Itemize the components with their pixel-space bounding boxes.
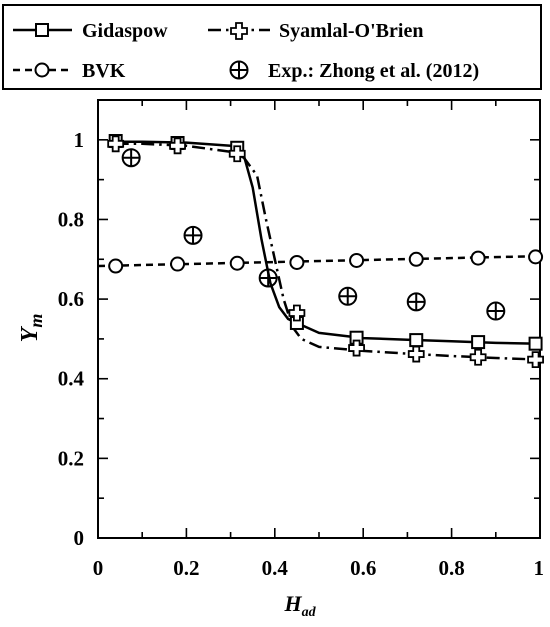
- x-tick-label: 0.6: [350, 556, 376, 580]
- data-point-syamlal-o-brien: [469, 348, 487, 366]
- marker-plus: [169, 137, 186, 155]
- x-tick-label: 1: [534, 556, 545, 580]
- legend-label-syamlal: Syamlal-O'Brien: [279, 20, 423, 42]
- x-tick-label: 0.2: [173, 556, 199, 580]
- x-axis-label-main: H: [283, 591, 302, 616]
- x-tick-label: 0: [93, 556, 104, 580]
- marker-circle: [408, 251, 424, 267]
- data-point-bvk: [470, 250, 486, 266]
- series-lines: [97, 140, 541, 361]
- y-axis-label: Ym: [17, 314, 46, 343]
- marker-circle: [170, 256, 186, 272]
- data-point-bvk: [289, 254, 305, 270]
- marker-circle: [470, 250, 486, 266]
- legend-box: [2, 4, 542, 90]
- marker-plus: [469, 348, 487, 366]
- x-tick-label: 0.4: [262, 556, 289, 580]
- y-tick-label: 0.6: [58, 287, 84, 311]
- legend-entry-syamlal: Syamlal-O'Brien: [208, 20, 423, 42]
- data-point-syamlal-o-brien: [228, 145, 246, 163]
- marker-square: [528, 336, 543, 351]
- data-point-bvk: [108, 258, 124, 274]
- legend-label-gidaspow: Gidaspow: [82, 20, 168, 42]
- legend-marker-syamlal: [230, 22, 248, 40]
- marker-circle: [289, 254, 305, 270]
- legend-label-bvk: BVK: [82, 60, 126, 82]
- legend-entry-experiment: Exp.: Zhong et al. (2012): [229, 60, 479, 82]
- y-tick-label: 1: [74, 128, 85, 152]
- marker-plus: [107, 135, 125, 153]
- x-tick-label: 0.8: [438, 556, 464, 580]
- data-point-syamlal-o-brien: [107, 135, 125, 153]
- y-tick-label: 0.8: [58, 207, 84, 231]
- marker-circle: [229, 255, 245, 271]
- data-point-gidaspow: [528, 336, 543, 351]
- data-point-exp-zhong-et-al-2012: [406, 292, 426, 312]
- marker-square: [409, 333, 424, 348]
- marker-circle: [349, 252, 365, 268]
- data-point-syamlal-o-brien: [527, 351, 544, 369]
- legend-marker-bvk: [34, 62, 50, 78]
- data-point-gidaspow: [409, 333, 424, 348]
- marker-plus: [527, 351, 544, 369]
- legend-marker-gidaspow: [35, 23, 49, 37]
- legend-entry-gidaspow: Gidaspow: [13, 20, 168, 42]
- marker-plus: [228, 145, 246, 163]
- data-point-exp-zhong-et-al-2012: [338, 286, 358, 306]
- axis-tick-labels: 0 0.2 0.4 0.6 0.8 1 0 0.2 0.4 0.6 0.8 1: [58, 128, 544, 580]
- legend-entry-bvk: BVK: [13, 60, 126, 82]
- y-tick-label: 0.2: [58, 446, 84, 470]
- marker-plus: [407, 345, 425, 363]
- data-point-syamlal-o-brien: [169, 137, 186, 155]
- data-point-exp-zhong-et-al-2012: [258, 268, 278, 288]
- marker-plus: [288, 304, 306, 322]
- data-point-bvk: [408, 251, 424, 267]
- marker-square: [471, 335, 486, 350]
- y-axis-label-sub: m: [26, 314, 46, 328]
- x-axis-label-sub: ad: [302, 605, 317, 620]
- axis-ticks: [97, 99, 541, 539]
- data-point-bvk: [229, 255, 245, 271]
- marker-plus: [348, 339, 365, 357]
- data-point-bvk: [349, 252, 365, 268]
- y-tick-label: 0.4: [58, 367, 85, 391]
- y-axis-label-main: Y: [17, 325, 43, 342]
- legend-label-experiment: Exp.: Zhong et al. (2012): [268, 60, 479, 82]
- data-point-syamlal-o-brien: [407, 345, 425, 363]
- legend: Gidaspow Syamlal-O'Brien BVK Exp.: Zhong…: [2, 4, 542, 90]
- marker-circle: [108, 258, 124, 274]
- data-point-exp-zhong-et-al-2012: [121, 148, 141, 168]
- series-line-gidaspow: [115, 140, 541, 345]
- data-point-syamlal-o-brien: [348, 339, 365, 357]
- data-point-bvk: [528, 249, 544, 265]
- data-point-bvk: [170, 256, 186, 272]
- plot-frame: [97, 99, 541, 539]
- data-point-syamlal-o-brien: [288, 304, 306, 322]
- series-markers: [107, 134, 544, 369]
- data-point-gidaspow: [471, 335, 486, 350]
- x-axis-label: Had: [283, 591, 316, 620]
- marker-circle: [528, 249, 544, 265]
- data-point-exp-zhong-et-al-2012: [183, 225, 203, 245]
- data-point-exp-zhong-et-al-2012: [486, 301, 506, 321]
- y-tick-label: 0: [74, 526, 85, 550]
